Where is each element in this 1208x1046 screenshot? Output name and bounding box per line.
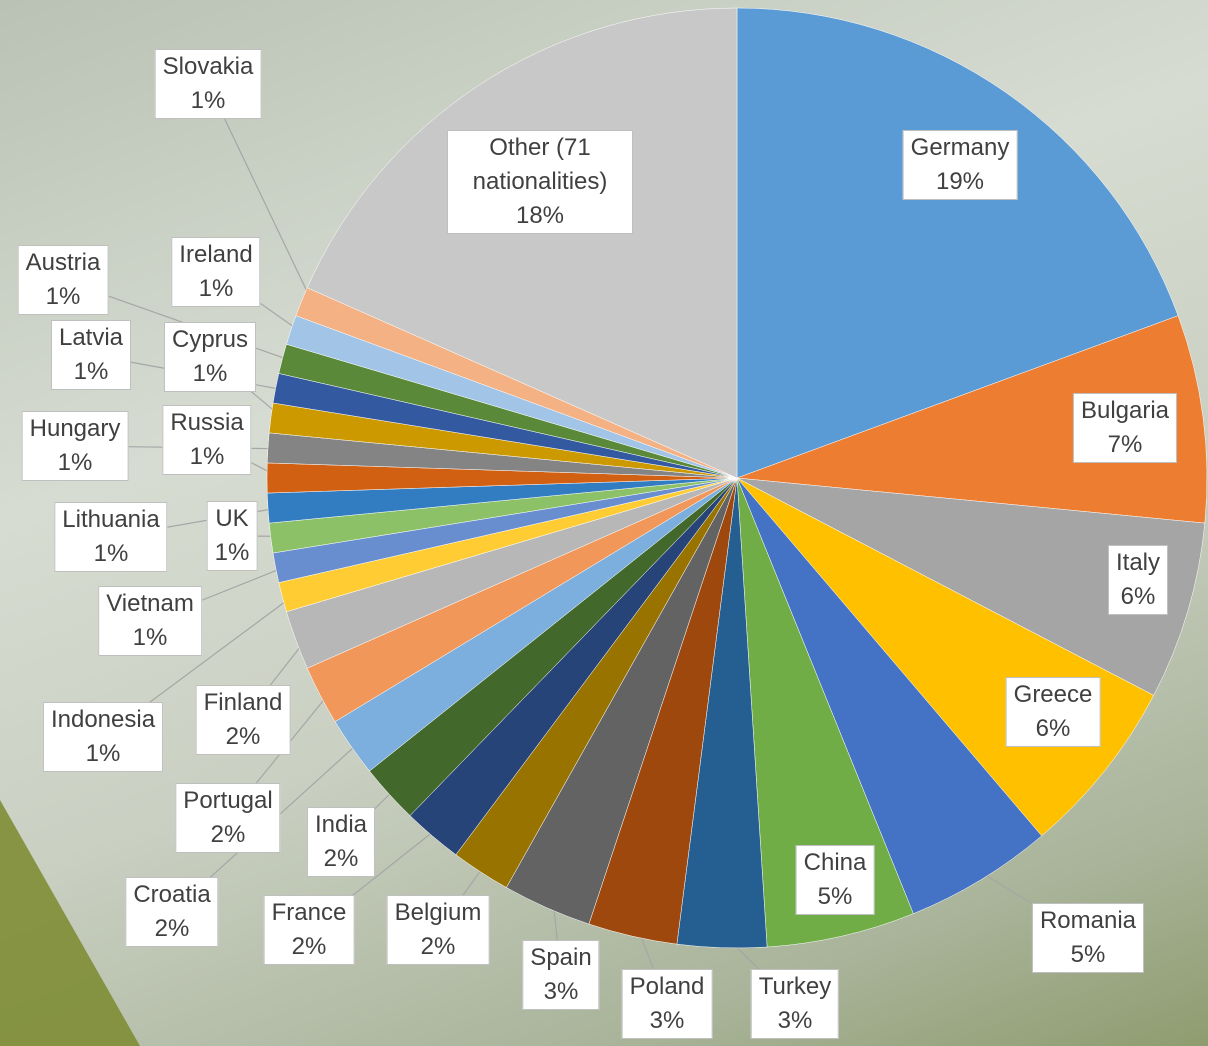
label-category: Lithuania bbox=[62, 503, 159, 537]
label-value: 2% bbox=[315, 842, 367, 876]
label-value: 1% bbox=[106, 621, 194, 655]
label-value: 2% bbox=[183, 818, 272, 852]
label-value: 1% bbox=[30, 446, 121, 480]
label-value: 1% bbox=[179, 272, 252, 306]
label-category: Indonesia bbox=[51, 703, 155, 737]
label-category: Croatia bbox=[133, 878, 210, 912]
label-category: Spain bbox=[530, 941, 591, 975]
label-value: 5% bbox=[804, 880, 867, 914]
label-category: Russia bbox=[170, 406, 243, 440]
label-category: Other (71 nationalities) bbox=[455, 131, 625, 199]
label-value: 3% bbox=[630, 1004, 705, 1038]
label-category: Belgium bbox=[395, 896, 482, 930]
label-category: Cyprus bbox=[172, 323, 248, 357]
label-category: Finland bbox=[204, 686, 283, 720]
label-value: 1% bbox=[51, 737, 155, 771]
label-value: 1% bbox=[170, 440, 243, 474]
data-label: Other (71 nationalities)18% bbox=[447, 130, 633, 234]
label-category: Bulgaria bbox=[1081, 394, 1169, 428]
label-category: Latvia bbox=[59, 321, 123, 355]
label-value: 3% bbox=[759, 1004, 831, 1038]
label-category: Austria bbox=[26, 246, 101, 280]
label-category: Vietnam bbox=[106, 587, 194, 621]
label-value: 1% bbox=[59, 355, 123, 389]
label-value: 6% bbox=[1116, 580, 1160, 614]
label-category: France bbox=[272, 896, 347, 930]
slices bbox=[267, 8, 1207, 948]
label-category: Poland bbox=[630, 970, 705, 1004]
label-value: 5% bbox=[1040, 938, 1136, 972]
label-category: Ireland bbox=[179, 238, 252, 272]
label-value: 2% bbox=[204, 720, 283, 754]
label-category: UK bbox=[215, 502, 250, 536]
label-category: Hungary bbox=[30, 412, 121, 446]
label-value: 1% bbox=[62, 537, 159, 571]
label-value: 1% bbox=[26, 280, 101, 314]
label-category: Germany bbox=[911, 131, 1010, 165]
label-value: 1% bbox=[163, 84, 254, 118]
label-category: China bbox=[804, 846, 867, 880]
label-category: Romania bbox=[1040, 904, 1136, 938]
label-value: 2% bbox=[133, 912, 210, 946]
label-value: 7% bbox=[1081, 428, 1169, 462]
label-value: 3% bbox=[530, 975, 591, 1009]
label-value: 18% bbox=[455, 199, 625, 233]
label-category: Portugal bbox=[183, 784, 272, 818]
label-value: 2% bbox=[272, 930, 347, 964]
label-category: Slovakia bbox=[163, 50, 254, 84]
page: {"chart_data": {"type": "pie", "categori… bbox=[0, 0, 1208, 1046]
label-value: 2% bbox=[395, 930, 482, 964]
label-value: 1% bbox=[172, 357, 248, 391]
label-category: Italy bbox=[1116, 546, 1160, 580]
label-value: 6% bbox=[1014, 712, 1093, 746]
label-value: 1% bbox=[215, 536, 250, 570]
label-category: Turkey bbox=[759, 970, 831, 1004]
label-category: Greece bbox=[1014, 678, 1093, 712]
label-category: India bbox=[315, 808, 367, 842]
label-value: 19% bbox=[911, 165, 1010, 199]
